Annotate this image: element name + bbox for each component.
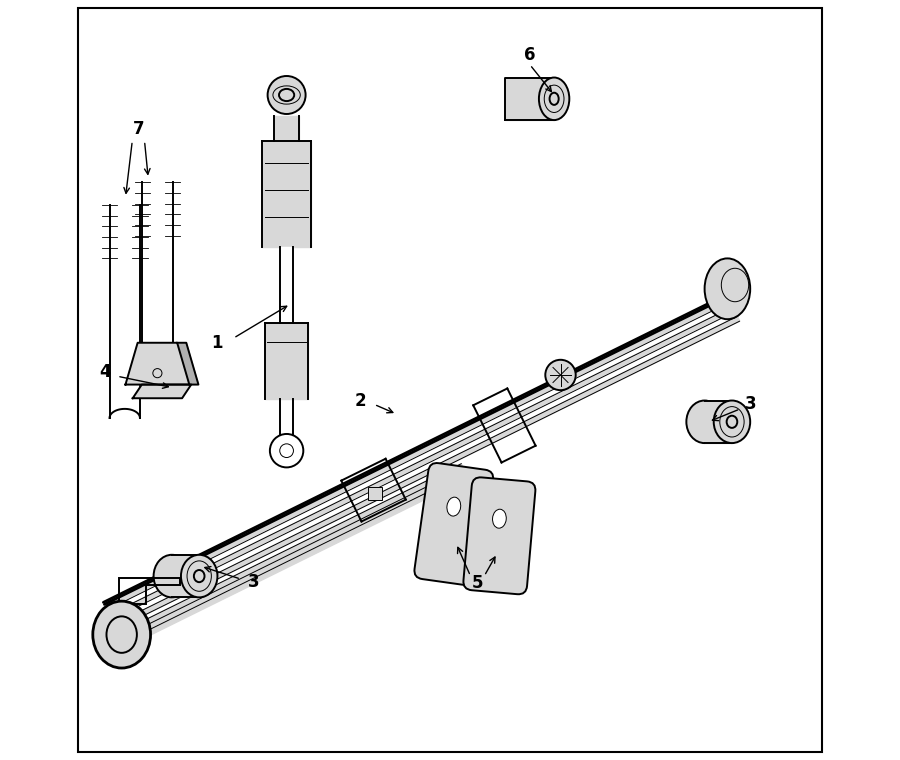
Text: 5: 5 [472,574,483,592]
Polygon shape [107,302,733,615]
Ellipse shape [154,555,190,597]
Text: 2: 2 [355,392,366,410]
Ellipse shape [714,401,751,443]
Text: 1: 1 [211,334,222,352]
Text: 4: 4 [99,363,111,382]
Text: 3: 3 [248,573,260,591]
Polygon shape [123,473,468,648]
Ellipse shape [447,497,461,516]
Polygon shape [110,307,735,619]
Ellipse shape [181,555,218,597]
Polygon shape [104,296,730,610]
Ellipse shape [492,509,507,528]
Polygon shape [114,316,740,629]
Polygon shape [172,555,199,597]
Ellipse shape [539,78,570,120]
Text: 7: 7 [132,120,144,138]
Polygon shape [121,468,466,642]
Bar [368,486,382,500]
Text: 6: 6 [524,46,536,64]
Polygon shape [705,401,732,443]
Polygon shape [112,312,737,624]
Ellipse shape [267,76,306,114]
Ellipse shape [270,434,303,467]
FancyBboxPatch shape [464,477,536,594]
Ellipse shape [705,258,751,319]
FancyBboxPatch shape [414,463,493,586]
Ellipse shape [545,359,576,390]
Polygon shape [125,343,189,385]
Text: 3: 3 [744,395,756,413]
Polygon shape [177,343,198,385]
Polygon shape [119,464,464,638]
Polygon shape [506,78,554,120]
Polygon shape [132,385,191,398]
Ellipse shape [687,401,723,443]
Ellipse shape [93,601,150,668]
